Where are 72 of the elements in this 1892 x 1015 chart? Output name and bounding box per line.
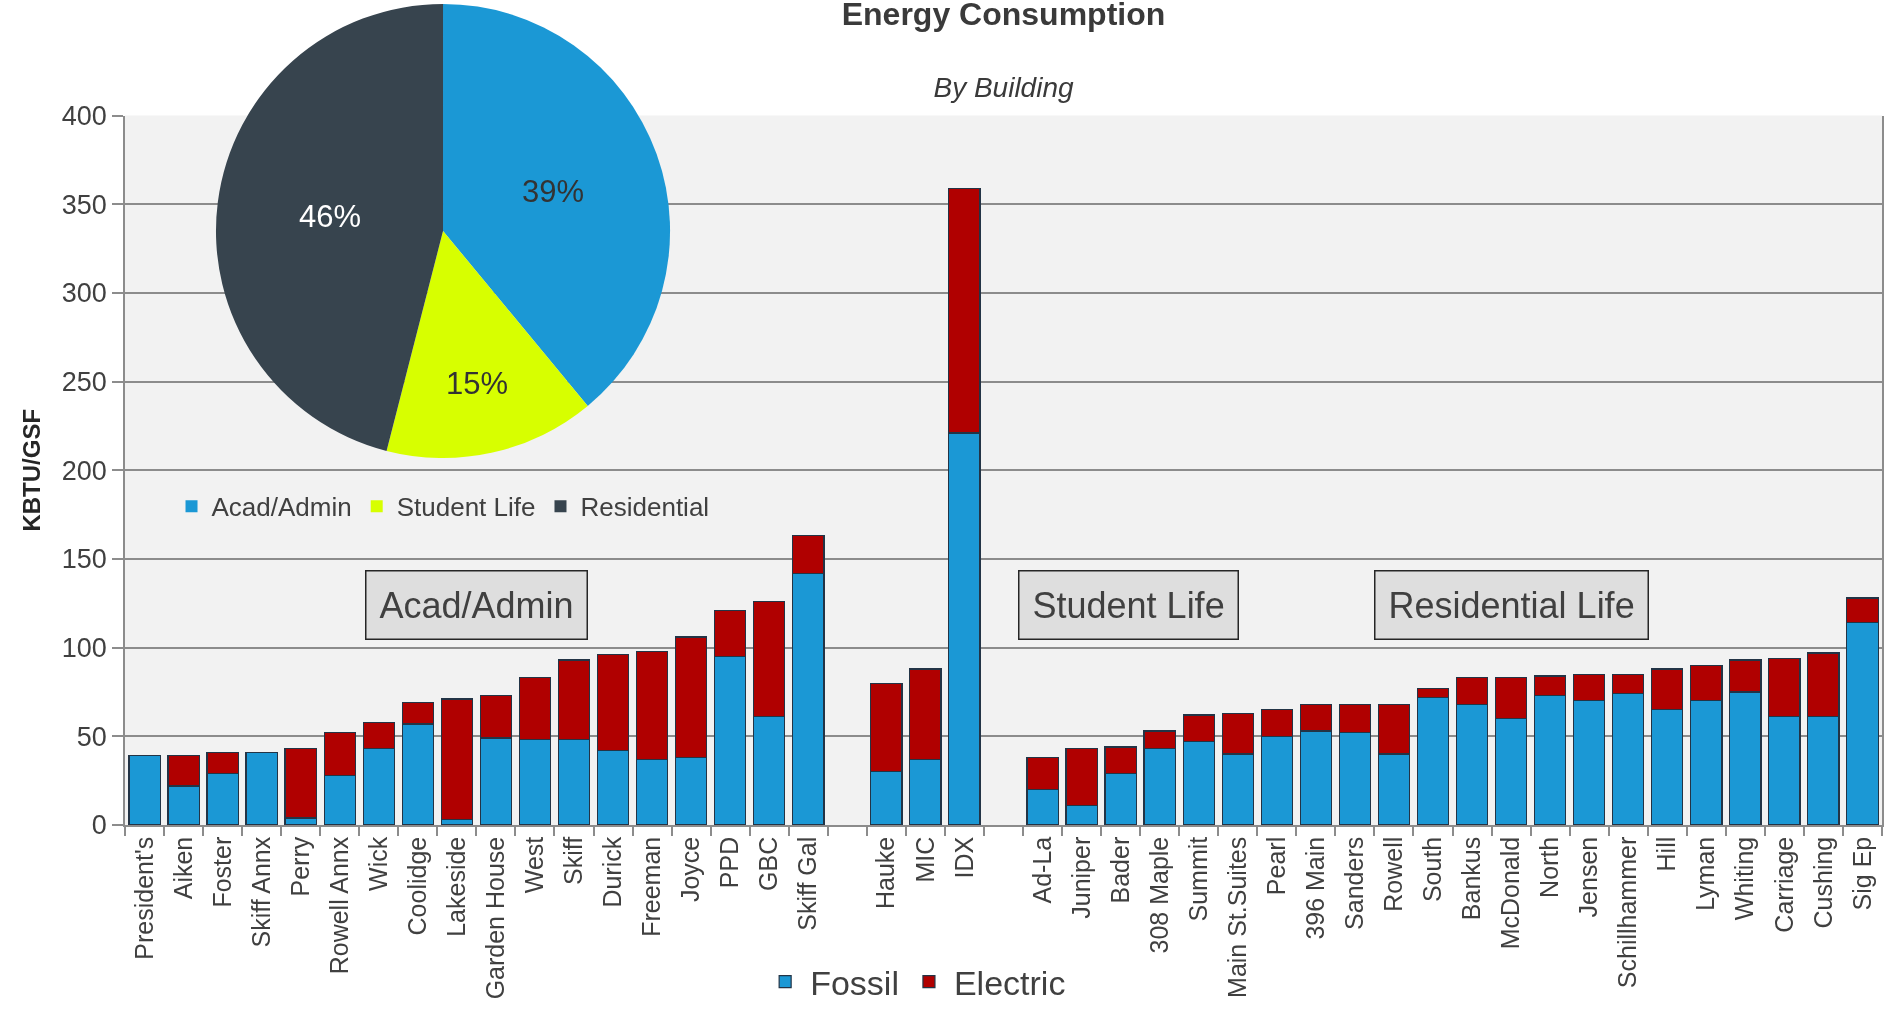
data-label: 15% bbox=[446, 365, 509, 401]
bar bbox=[245, 751, 278, 825]
x-tick-label: Jensen bbox=[1574, 836, 1603, 918]
x-tick-label: Hill bbox=[1652, 836, 1681, 872]
x-tick-label: Ad-La bbox=[1027, 836, 1056, 904]
x-tick-label: Skiff Gal bbox=[793, 836, 822, 931]
x-tick-label: Sanders bbox=[1340, 836, 1369, 930]
x-tick-label: Hauke bbox=[871, 836, 900, 910]
bar bbox=[128, 755, 161, 825]
x-tick-label: Garden House bbox=[481, 836, 510, 1000]
legend-label: Fossil bbox=[810, 963, 899, 1002]
x-tick-label: McDonald bbox=[1496, 836, 1525, 950]
y-tick-label: 100 bbox=[61, 633, 107, 664]
annotation: Acad/Admin bbox=[379, 584, 574, 626]
y-tick-label: 0 bbox=[91, 810, 107, 841]
x-tick-label: Summit bbox=[1183, 836, 1212, 922]
x-tick-label: South bbox=[1418, 836, 1447, 903]
x-tick-label: Foster bbox=[207, 836, 236, 908]
x-tick-label: Lakeside bbox=[442, 836, 471, 937]
legend-label: Residential bbox=[580, 492, 710, 523]
x-tick-label: Coolidge bbox=[402, 836, 431, 936]
x-tick-label: MIC bbox=[910, 836, 939, 883]
y-tick-label: 200 bbox=[61, 455, 107, 486]
x-tick-label: Juniper bbox=[1066, 836, 1095, 919]
x-tick-label: Sig Ep bbox=[1847, 836, 1876, 911]
y-axis-title: KBTU/GSF bbox=[18, 408, 46, 532]
x-tick-label: North bbox=[1535, 836, 1564, 898]
x-tick-label: IDX bbox=[949, 836, 978, 879]
legend-label: Acad/Admin bbox=[211, 492, 352, 523]
data-label: 39% bbox=[522, 173, 585, 209]
chart-subtitle: By Building bbox=[933, 71, 1074, 103]
x-tick-label: Bader bbox=[1105, 836, 1134, 904]
legend-label: Student Life bbox=[396, 492, 536, 523]
pie-slice bbox=[386, 231, 588, 459]
x-tick-label: Whiting bbox=[1730, 836, 1759, 921]
x-tick-label: Rowell Annx bbox=[324, 836, 353, 975]
pie-slice bbox=[443, 3, 670, 406]
x-tick-label: Freeman bbox=[637, 836, 666, 937]
x-tick-label: Cushing bbox=[1808, 836, 1837, 929]
x-tick-label: President's bbox=[129, 836, 158, 960]
x-tick-label: Schillhammer bbox=[1613, 836, 1642, 989]
x-tick-label: 396 Main bbox=[1300, 836, 1329, 940]
x-tick-label: Main St.Suites bbox=[1222, 836, 1251, 998]
chart-title: Energy Consumption bbox=[841, 0, 1166, 33]
x-tick-label: GBC bbox=[754, 836, 783, 891]
x-tick-label: Durick bbox=[598, 836, 627, 908]
y-tick-label: 400 bbox=[61, 100, 107, 131]
x-tick-label: Lyman bbox=[1691, 836, 1720, 911]
x-tick-label: Aiken bbox=[168, 836, 197, 900]
y-tick-label: 250 bbox=[61, 367, 107, 398]
y-tick-label: 300 bbox=[61, 278, 107, 309]
bar bbox=[440, 698, 474, 821]
x-tick-label: Joyce bbox=[676, 836, 705, 903]
x-tick-label: 308 Maple bbox=[1144, 836, 1173, 954]
x-tick-label: PPD bbox=[715, 836, 744, 889]
x-tick-label: Carriage bbox=[1769, 836, 1798, 933]
y-tick-label: 50 bbox=[76, 721, 107, 752]
pie-slice bbox=[216, 3, 444, 451]
x-tick-label: Bankus bbox=[1457, 836, 1486, 921]
y-tick-label: 150 bbox=[61, 544, 107, 575]
x-tick-label: Skiff Annx bbox=[246, 836, 275, 948]
x-tick-label: Perry bbox=[285, 836, 314, 897]
annotation: Student Life bbox=[1032, 584, 1225, 626]
data-label: 46% bbox=[298, 199, 361, 235]
annotation: Residential Life bbox=[1388, 584, 1635, 626]
x-tick-label: Skiff bbox=[559, 836, 588, 885]
x-tick-label: West bbox=[520, 836, 549, 894]
x-tick-label: Pearl bbox=[1261, 836, 1290, 896]
x-tick-label: Wick bbox=[363, 836, 392, 891]
x-tick-label: Rowell bbox=[1379, 836, 1408, 912]
legend-label: Electric bbox=[953, 963, 1066, 1002]
y-tick-label: 350 bbox=[61, 189, 107, 220]
